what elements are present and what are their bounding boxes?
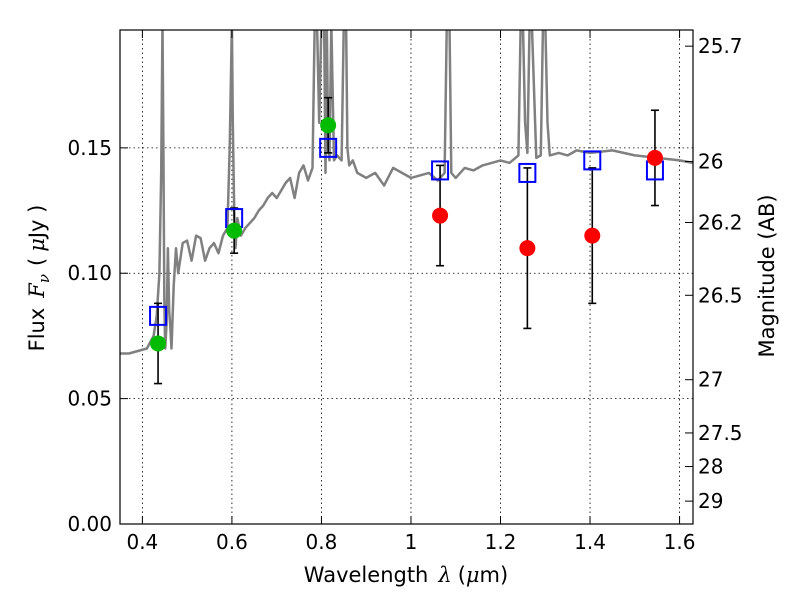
x-tick-label: 1.2 xyxy=(485,530,517,554)
mag-tick-label: 28 xyxy=(698,455,723,479)
mag-tick-label: 26 xyxy=(698,150,723,174)
data-point xyxy=(320,117,337,134)
x-tick-label: 1.6 xyxy=(664,530,696,554)
y-axis-label: FluxFν(μJy ) xyxy=(25,205,53,352)
spectrum-line xyxy=(120,30,693,355)
x-tick-label: 1 xyxy=(405,530,418,554)
model-photometry-square xyxy=(518,162,537,183)
x-tick-label: 0.6 xyxy=(216,530,248,554)
axis-ticks: 0.4 0.6 0.8 1 1.2 1.4 1.6 0.00 0.05 0.10 0.15 25.7 2… xyxy=(67,30,743,554)
mag-tick-label: 27 xyxy=(698,368,723,392)
mag-tick-label: 26.2 xyxy=(698,211,743,235)
x-axis-label: Wavelength λ (μm) xyxy=(304,563,508,587)
data-point xyxy=(584,227,601,244)
mag-tick-label: 29 xyxy=(698,489,723,513)
model-photometry-square xyxy=(431,160,450,181)
y-tick-label: 0.15 xyxy=(67,136,112,160)
mag-tick-label: 27.5 xyxy=(698,421,743,445)
mag-tick-label: 25.7 xyxy=(698,34,743,58)
x-tick-label: 0.4 xyxy=(126,530,158,554)
data-point xyxy=(519,240,536,257)
plot-frame xyxy=(119,29,694,525)
y-tick-label: 0.10 xyxy=(67,261,112,285)
x-tick-label: 1.4 xyxy=(574,530,606,554)
data-point xyxy=(150,335,167,352)
model-photometry-square xyxy=(583,150,602,171)
model-spectrum xyxy=(120,30,693,355)
y-tick-label: 0.05 xyxy=(67,387,112,411)
model-photometry-square xyxy=(149,305,168,326)
model-photometry-square xyxy=(319,137,338,158)
data-point xyxy=(226,222,243,239)
x-tick-label: 0.8 xyxy=(306,530,338,554)
data-markers xyxy=(149,117,664,352)
grid xyxy=(120,30,693,525)
data-point xyxy=(432,207,449,224)
mag-tick-label: 26.5 xyxy=(698,283,743,307)
data-point xyxy=(646,149,663,166)
y-tick-label: 0.00 xyxy=(67,512,112,536)
y2-axis-label: Magnitude (AB) xyxy=(755,194,779,357)
